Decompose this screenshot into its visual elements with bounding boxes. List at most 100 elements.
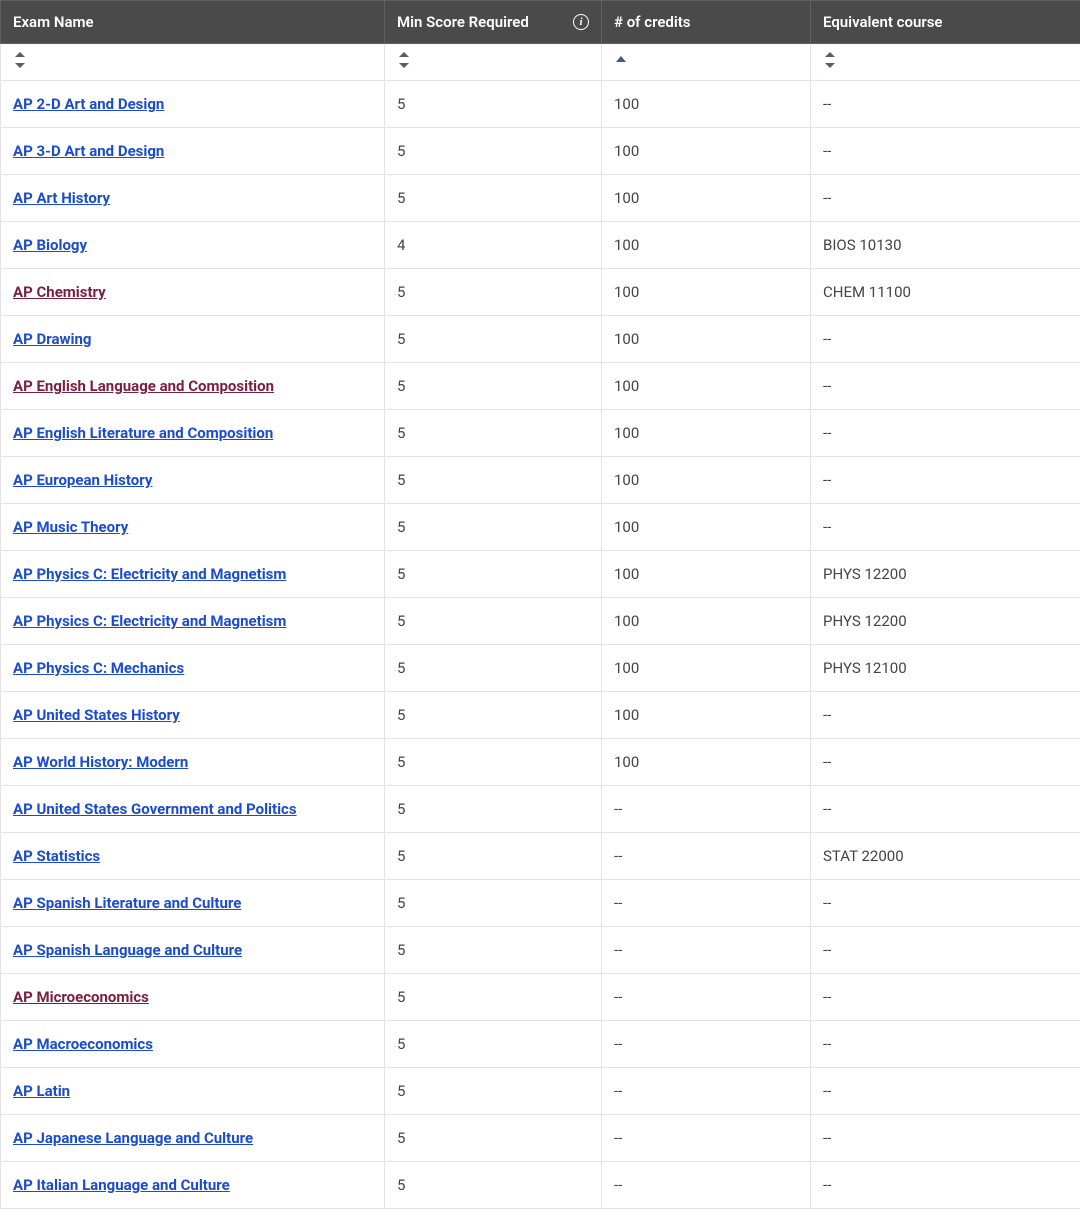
sort-cell-credits[interactable] [602, 44, 811, 81]
exam-link[interactable]: AP Japanese Language and Culture [13, 1129, 253, 1147]
info-icon[interactable]: i [573, 14, 589, 30]
cell-exam-name: AP European History [1, 457, 385, 504]
column-header-credits[interactable]: # of credits [602, 1, 811, 44]
cell-credits: 100 [602, 739, 811, 786]
cell-min-score: 5 [385, 457, 602, 504]
table-row: AP Spanish Language and Culture5---- [1, 927, 1080, 974]
sort-row-body [1, 44, 1080, 81]
cell-equivalent-course: -- [811, 457, 1080, 504]
cell-min-score: 5 [385, 880, 602, 927]
sort-cell-exam-name[interactable] [1, 44, 385, 81]
cell-credits: 100 [602, 316, 811, 363]
table-row: AP 2-D Art and Design 5100-- [1, 81, 1080, 128]
exam-link[interactable]: AP Italian Language and Culture [13, 1176, 230, 1194]
column-label: Equivalent course [823, 13, 943, 31]
exam-link[interactable]: AP Music Theory [13, 518, 128, 536]
exam-link[interactable]: AP United States History [13, 706, 180, 724]
cell-equivalent-course: -- [811, 410, 1080, 457]
cell-equivalent-course: -- [811, 1115, 1080, 1162]
exam-link[interactable]: AP Physics C: Mechanics [13, 659, 184, 677]
cell-equivalent-course: -- [811, 786, 1080, 833]
cell-equivalent-course: -- [811, 175, 1080, 222]
cell-min-score: 5 [385, 1021, 602, 1068]
cell-credits: -- [602, 974, 811, 1021]
cell-min-score: 5 [385, 128, 602, 175]
cell-min-score: 5 [385, 504, 602, 551]
cell-exam-name: AP Japanese Language and Culture [1, 1115, 385, 1162]
cell-min-score: 5 [385, 81, 602, 128]
exam-link[interactable]: AP European History [13, 471, 152, 489]
cell-exam-name: AP 3-D Art and Design [1, 128, 385, 175]
column-header-equivalent-course[interactable]: Equivalent course [811, 1, 1080, 44]
table-row: AP United States Government and Politics… [1, 786, 1080, 833]
cell-equivalent-course: -- [811, 1021, 1080, 1068]
column-label: Exam Name [13, 13, 94, 31]
exam-link[interactable]: AP Art History [13, 189, 110, 207]
table-row: AP Physics C: Mechanics5100PHYS 12100 [1, 645, 1080, 692]
cell-exam-name: AP Microeconomics [1, 974, 385, 1021]
cell-min-score: 5 [385, 833, 602, 880]
cell-min-score: 5 [385, 974, 602, 1021]
cell-min-score: 5 [385, 551, 602, 598]
exam-link[interactable]: AP Microeconomics [13, 988, 149, 1006]
exam-link[interactable]: AP Spanish Literature and Culture [13, 894, 241, 912]
cell-exam-name: AP 2-D Art and Design [1, 81, 385, 128]
cell-exam-name: AP Spanish Literature and Culture [1, 880, 385, 927]
cell-min-score: 5 [385, 786, 602, 833]
exam-link[interactable]: AP United States Government and Politics [13, 800, 297, 818]
exam-link[interactable]: AP World History: Modern [13, 753, 188, 771]
cell-credits: 100 [602, 598, 811, 645]
cell-equivalent-course: CHEM 11100 [811, 269, 1080, 316]
exam-link[interactable]: AP Biology [13, 236, 87, 254]
table-row: AP Statistics 5--STAT 22000 [1, 833, 1080, 880]
exam-link[interactable]: AP Drawing [13, 330, 91, 348]
cell-min-score: 5 [385, 598, 602, 645]
cell-exam-name: AP Physics C: Mechanics [1, 645, 385, 692]
table-row: AP English Literature and Composition 510… [1, 410, 1080, 457]
cell-equivalent-course: BIOS 10130 [811, 222, 1080, 269]
exam-link[interactable]: AP Physics C: Electricity and Magnetism [13, 565, 286, 583]
cell-exam-name: AP Latin [1, 1068, 385, 1115]
cell-credits: 100 [602, 410, 811, 457]
cell-equivalent-course: -- [811, 927, 1080, 974]
exam-link[interactable]: AP Latin [13, 1082, 70, 1100]
exam-link[interactable]: AP Statistics [13, 847, 100, 865]
cell-min-score: 5 [385, 1162, 602, 1209]
column-header-min-score[interactable]: Min Score Required i [385, 1, 602, 44]
exam-link[interactable]: AP Chemistry [13, 283, 106, 301]
column-label: Min Score Required [397, 13, 529, 31]
cell-credits: 100 [602, 645, 811, 692]
cell-min-score: 5 [385, 269, 602, 316]
cell-equivalent-course: -- [811, 504, 1080, 551]
exam-link[interactable]: AP English Literature and Composition [13, 424, 273, 442]
sort-icon [823, 52, 837, 68]
cell-credits: -- [602, 833, 811, 880]
exam-link[interactable]: AP English Language and Composition [13, 377, 274, 395]
exam-link[interactable]: AP 2-D Art and Design [13, 95, 164, 113]
cell-min-score: 4 [385, 222, 602, 269]
cell-exam-name: AP Physics C: Electricity and Magnetism [1, 551, 385, 598]
cell-credits: 100 [602, 81, 811, 128]
cell-equivalent-course: -- [811, 1162, 1080, 1209]
exam-link[interactable]: AP 3-D Art and Design [13, 142, 164, 160]
cell-equivalent-course: -- [811, 81, 1080, 128]
table-header: Exam Name Min Score Required i # of cred… [1, 1, 1080, 44]
cell-equivalent-course: PHYS 12200 [811, 551, 1080, 598]
exam-link[interactable]: AP Spanish Language and Culture [13, 941, 242, 959]
sort-cell-min-score[interactable] [385, 44, 602, 81]
cell-credits: 100 [602, 551, 811, 598]
cell-equivalent-course: -- [811, 1068, 1080, 1115]
cell-credits: 100 [602, 457, 811, 504]
table-row: AP Italian Language and Culture5---- [1, 1162, 1080, 1209]
table-row: AP World History: Modern5100-- [1, 739, 1080, 786]
table-row: AP Microeconomics5---- [1, 974, 1080, 1021]
exam-link[interactable]: AP Macroeconomics [13, 1035, 153, 1053]
cell-equivalent-course: -- [811, 363, 1080, 410]
cell-equivalent-course: STAT 22000 [811, 833, 1080, 880]
exam-link[interactable]: AP Physics C: Electricity and Magnetism [13, 612, 286, 630]
sort-cell-equivalent-course[interactable] [811, 44, 1080, 81]
cell-exam-name: AP Music Theory [1, 504, 385, 551]
column-header-exam-name[interactable]: Exam Name [1, 1, 385, 44]
cell-min-score: 5 [385, 410, 602, 457]
cell-min-score: 5 [385, 739, 602, 786]
